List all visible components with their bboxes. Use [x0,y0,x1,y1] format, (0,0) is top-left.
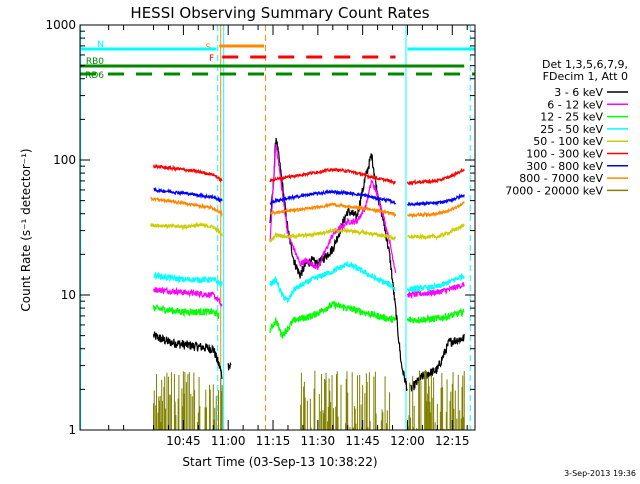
y-tick-label: 100 [53,153,76,167]
legend-label: 300 - 800 keV [526,160,603,173]
chart-title: HESSI Observing Summary Count Rates [130,4,429,22]
series-line [153,186,223,203]
series-line [150,221,223,237]
series-line [152,303,220,319]
flag-label: N [97,40,104,50]
series-7 [150,196,465,219]
flag-label: RD6 [85,71,104,81]
series-5 [152,163,465,187]
flag-bar-rb0: RB0 [80,57,465,68]
series-line [152,331,223,379]
series-line [269,189,397,206]
legend-header-line-2: FDecim 1, Att 0 [543,70,628,83]
series-line [406,307,465,324]
legend-entry-7: 800 - 7000 keV [519,172,628,185]
series-4 [150,221,465,243]
series-line [153,286,223,308]
legend-entry-2: 12 - 25 keV [540,111,628,124]
legend-label: 3 - 6 keV [554,86,603,99]
x-tick-label: 12:15 [435,434,470,448]
legend-entry-0: 3 - 6 keV [554,86,628,99]
legend-label: 50 - 100 keV [533,135,603,148]
legend-label: 100 - 300 keV [526,148,603,161]
y-tick-label: 1 [68,423,76,437]
legend-label: 12 - 25 keV [540,111,603,124]
legend-entry-4: 50 - 100 keV [533,135,628,148]
x-tick-label: 11:45 [345,434,380,448]
y-axis-label: Count Rate (s⁻¹ detector⁻¹) [19,148,33,311]
series-line [269,300,397,339]
series-line [406,200,465,219]
flag-bar-f: F [209,54,396,64]
plot-layer: SNFRB0RD6110100100010:4511:0011:1511:301… [45,18,628,448]
series-line [406,167,465,187]
series-line [150,196,223,218]
series-line [406,273,465,294]
x-tick-label: 11:30 [301,434,336,448]
legend-entry-5: 100 - 300 keV [526,148,628,161]
series-line [406,193,465,207]
x-axis-label: Start Time (03-Sep-13 10:38:22) [182,455,377,469]
legend-label: 25 - 50 keV [540,123,603,136]
series-line [407,223,465,241]
series-line [406,282,465,300]
y-tick-label: 10 [61,288,76,302]
x-tick-label: 11:00 [211,434,246,448]
legend-entry-8: 7000 - 20000 keV [505,184,628,197]
series-3 [153,260,465,304]
legend-label: 6 - 12 keV [547,98,603,111]
series-line [269,227,397,243]
flag-label: F [209,54,214,64]
x-tick-label: 11:15 [256,434,291,448]
footer-date: 3-Sep-2013 19:36 [564,469,636,478]
series-1 [153,143,465,308]
flag-label: RB0 [86,57,104,67]
x-tick-label: 10:45 [166,434,201,448]
x-tick-label: 12:00 [390,434,425,448]
series-line [153,271,223,287]
series-line [269,201,397,218]
series-line [269,260,396,304]
legend-header-line-1: Det 1,3,5,6,7,9, [542,58,628,71]
legend-entry-3: 25 - 50 keV [540,123,628,136]
legend-entry-6: 300 - 800 keV [526,160,628,173]
y-tick-label: 1000 [45,18,76,32]
legend-label: 800 - 7000 keV [519,172,603,185]
legend-label: 7000 - 20000 keV [505,184,603,197]
legend-entry-1: 6 - 12 keV [547,98,628,111]
series-line [269,167,396,186]
series-line [269,137,408,391]
series-line [269,143,397,274]
series-line [227,361,232,371]
series-8 [153,369,465,430]
series-6 [153,186,465,207]
plot-frame [79,24,476,431]
flag-bar-n: N [80,40,475,51]
flag-bar-rd6: RD6 [80,71,475,81]
series-line [152,163,223,183]
series-2 [152,300,465,339]
